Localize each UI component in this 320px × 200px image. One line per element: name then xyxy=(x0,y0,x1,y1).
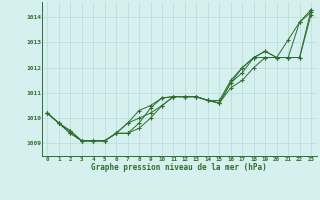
X-axis label: Graphe pression niveau de la mer (hPa): Graphe pression niveau de la mer (hPa) xyxy=(91,163,267,172)
